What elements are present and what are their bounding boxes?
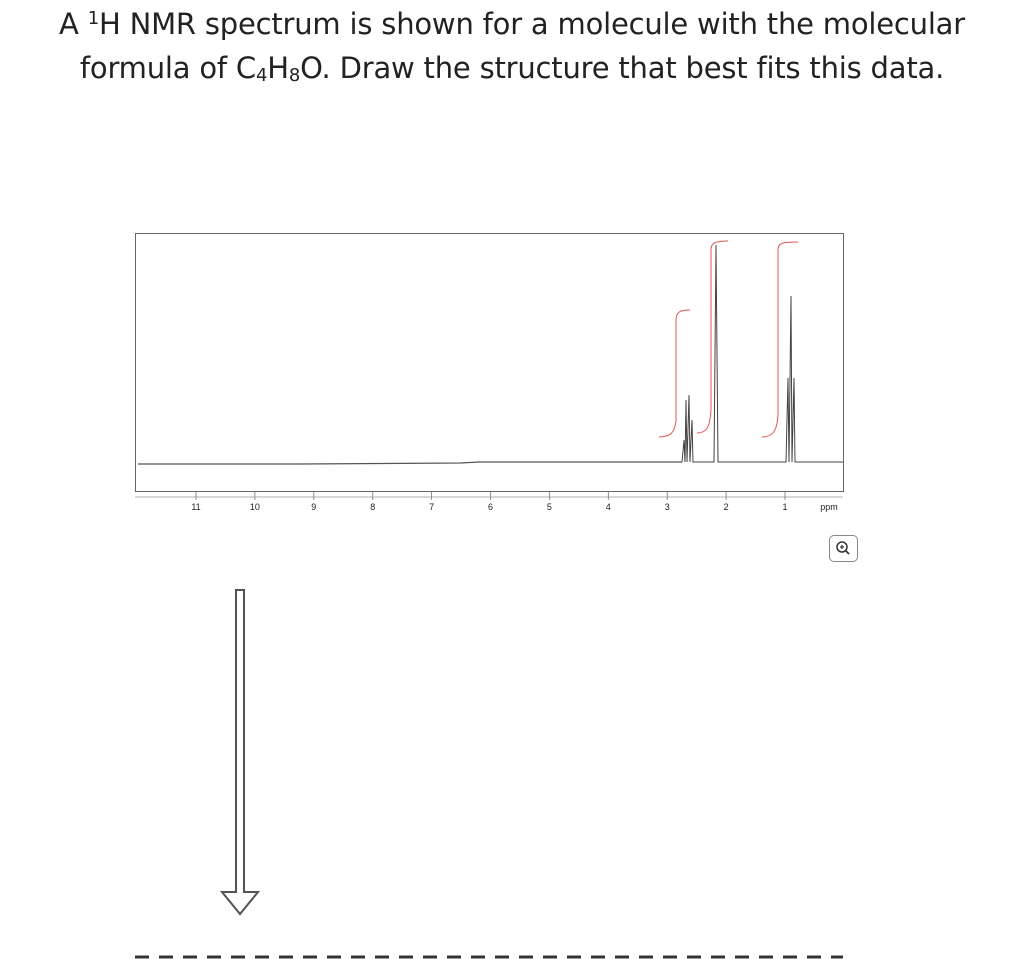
- down-arrow: [219, 589, 261, 916]
- peaks: [681, 244, 843, 463]
- text: H: [267, 51, 289, 85]
- integral: [696, 240, 729, 434]
- tick-label: 5: [547, 502, 552, 512]
- tick-label: 4: [606, 502, 611, 512]
- axis-unit: ppm: [820, 502, 838, 512]
- text: O. Draw the structure that best fits thi…: [300, 51, 945, 85]
- superscript: 1: [87, 8, 99, 29]
- text: A: [59, 7, 88, 41]
- tick-label: 11: [191, 502, 200, 512]
- tick-label: 7: [429, 502, 434, 512]
- baseline: [138, 461, 682, 465]
- tick-label: 1: [782, 502, 787, 512]
- question-text: A 1H NMR spectrum is shown for a molecul…: [10, 2, 1014, 90]
- tick-label: 10: [250, 502, 260, 512]
- text: H NMR spectrum is shown for a molecule w…: [79, 7, 965, 85]
- tick-label: 6: [488, 502, 493, 512]
- subscript: 4: [255, 65, 268, 86]
- spectrum-frame: [135, 233, 844, 492]
- zoom-button[interactable]: [829, 535, 858, 562]
- zoom-icon: [836, 541, 850, 555]
- tick-label: 9: [311, 502, 316, 512]
- integral: [761, 241, 799, 438]
- tick-label: 3: [665, 502, 670, 512]
- tick-label: 2: [724, 502, 729, 512]
- subscript: 8: [288, 65, 301, 86]
- axis-ticks: 11 10 9 8 7 6 5 4 3 2 1 ppm: [191, 492, 838, 512]
- tick-label: 8: [370, 502, 375, 512]
- integral: [658, 309, 691, 438]
